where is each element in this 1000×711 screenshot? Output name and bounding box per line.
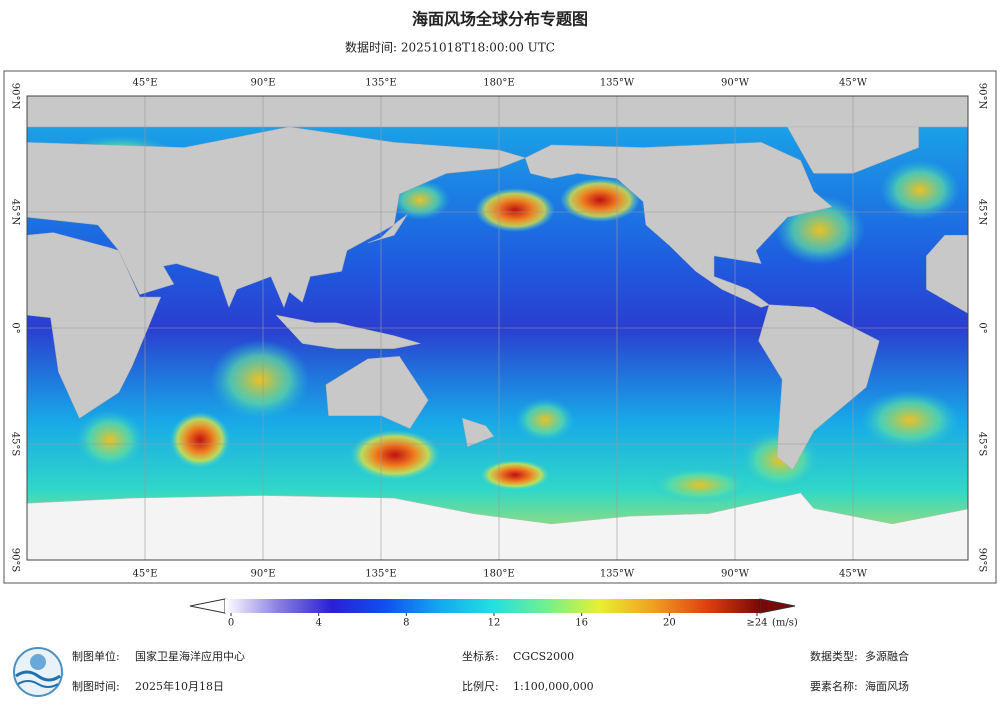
footer-label: 比例尺: xyxy=(462,679,499,693)
lon-label-top: 90°W xyxy=(721,78,750,89)
lon-label-top: 135°W xyxy=(600,78,635,89)
colorbar-scale xyxy=(225,599,760,613)
footer-value: CGCS2000 xyxy=(513,650,574,663)
colorbar-tick-label: 12 xyxy=(488,618,501,629)
lat-label-left: 45°N xyxy=(10,199,21,226)
land-mass xyxy=(275,314,421,349)
lon-label-top: 180°E xyxy=(483,78,514,89)
footer-value: 多源融合 xyxy=(865,649,909,663)
colorbar-max-arrow xyxy=(759,598,796,614)
lon-label-bottom: 135°W xyxy=(600,569,635,580)
lon-label-top: 45°E xyxy=(132,78,157,89)
colorbar-tick-label: 4 xyxy=(315,618,321,629)
lon-label-bottom: 180°E xyxy=(483,569,514,580)
footer-value: 2025年10月18日 xyxy=(135,679,224,693)
footer-label: 制图时间: xyxy=(72,680,120,693)
lat-label-left: 0° xyxy=(10,322,21,333)
lat-label-right: 45°S xyxy=(977,432,988,457)
land-mass xyxy=(27,96,968,128)
colorbar-unit: (m/s) xyxy=(772,618,798,629)
colorbar-tick-label: 16 xyxy=(575,618,588,629)
lat-label-right: 0° xyxy=(977,322,988,333)
lon-label-bottom: 45°W xyxy=(839,569,868,580)
lat-label-right: 90°S xyxy=(977,548,988,573)
footer-value: 1:100,000,000 xyxy=(513,680,594,693)
lon-label-bottom: 90°E xyxy=(250,569,275,580)
lon-label-top: 90°E xyxy=(250,78,275,89)
land-mass xyxy=(367,214,408,244)
lon-label-top: 45°W xyxy=(839,78,868,89)
colorbar-tick-label: 20 xyxy=(663,618,676,629)
lat-label-left: 90°N xyxy=(10,83,21,110)
footer-label: 制图单位: xyxy=(72,649,120,663)
land-mass xyxy=(758,304,880,471)
lon-label-top: 135°E xyxy=(365,78,396,89)
land-mass xyxy=(461,417,495,447)
lat-label-right: 90°N xyxy=(977,83,988,110)
footer-label: 数据类型: xyxy=(810,649,858,663)
land-mass xyxy=(27,126,526,309)
land-mass xyxy=(27,232,162,419)
footer-value: 海面风场 xyxy=(865,679,909,693)
map xyxy=(27,96,968,560)
title: 海面风场全球分布专题图 xyxy=(412,10,588,29)
land-mass xyxy=(926,234,968,314)
map-frame xyxy=(26,95,969,561)
footer-value: 国家卫星海洋应用中心 xyxy=(135,649,245,663)
lat-label-right: 45°N xyxy=(977,199,988,226)
antarctica xyxy=(27,492,968,560)
colorbar-min-arrow xyxy=(189,598,226,614)
land-mass xyxy=(325,356,429,429)
outer-frame xyxy=(3,70,997,584)
footer-label: 要素名称: xyxy=(810,679,858,693)
lat-label-left: 90°S xyxy=(10,548,21,573)
lon-label-bottom: 45°E xyxy=(132,569,157,580)
colorbar: 0 4 8 12 16 20 ≥24 (m/s) xyxy=(189,598,798,629)
lat-label-left: 45°S xyxy=(10,432,21,457)
lon-label-bottom: 135°E xyxy=(365,569,396,580)
lon-label-bottom: 90°W xyxy=(721,569,750,580)
colorbar-tick-label: 8 xyxy=(403,618,409,629)
logo xyxy=(13,647,63,697)
colorbar-tick-label: ≥24 xyxy=(746,618,767,629)
subtitle: 数据时间: 20251018T18:00:00 UTC xyxy=(345,40,555,55)
colorbar-tick-label: 0 xyxy=(228,618,234,629)
footer-label: 坐标系: xyxy=(462,649,499,663)
